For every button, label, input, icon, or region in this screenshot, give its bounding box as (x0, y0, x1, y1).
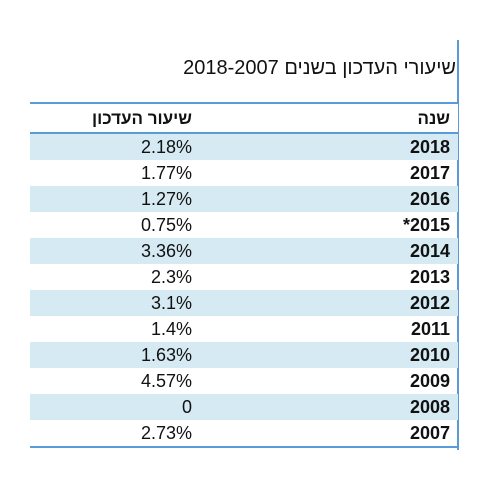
table-row: 2017 1.77% (30, 160, 458, 186)
rate-cell: 1.27% (140, 189, 192, 209)
table-row: 2010 1.63% (30, 342, 458, 368)
table-row: 2013 2.3% (30, 264, 458, 290)
rate-cell: 3.1% (150, 293, 192, 313)
table-row: 2018 2.18% (30, 134, 458, 160)
table-row: 2008 0 (30, 394, 458, 420)
year-cell: 2015* (402, 215, 450, 235)
year-cell: 2013 (409, 267, 450, 287)
rate-cell: 0 (181, 397, 192, 417)
vertical-rule (457, 40, 459, 450)
year-cell: 2008 (409, 397, 450, 417)
rate-cell: 3.36% (140, 241, 192, 261)
year-cell: 2011 (410, 319, 450, 339)
rate-cell: 2.73% (140, 423, 192, 443)
rate-cell: 1.4% (150, 319, 192, 339)
year-cell: 2018 (409, 137, 450, 157)
page-title: שיעורי העדכון בשנים 2018-2007 (183, 57, 456, 79)
header-year: שנה (417, 109, 450, 128)
year-cell: 2012 (409, 293, 450, 313)
year-cell: 2010 (409, 345, 450, 365)
rate-cell: 2.18% (140, 137, 192, 157)
year-cell: 2009 (409, 371, 450, 391)
year-cell: 2017 (409, 163, 450, 183)
rate-cell: 4.57% (140, 371, 192, 391)
table-row: 2016 1.27% (30, 186, 458, 212)
rate-cell: 1.63% (140, 345, 192, 365)
year-cell: 2014 (409, 241, 450, 261)
rate-cell: 2.3% (150, 267, 192, 287)
rate-cell: 1.77% (140, 163, 192, 183)
table-row: 2009 4.57% (30, 368, 458, 394)
header-rate: שיעור העדכון (91, 109, 192, 128)
table-row: 2012 3.1% (30, 290, 458, 316)
table-row: 2014 3.36% (30, 238, 458, 264)
table-header-row: שנה שיעור העדכון (30, 104, 458, 134)
year-cell: 2016 (409, 189, 450, 209)
table-row: 2007 2.73% (30, 420, 458, 446)
table-row: 2011 1.4% (30, 316, 458, 342)
table-row: 2015* 0.75% (30, 212, 458, 238)
year-cell: 2007 (409, 423, 450, 443)
update-rates-table: שנה שיעור העדכון 2018 2.18% 2017 1.77% 2… (30, 102, 458, 448)
rate-cell: 0.75% (140, 215, 192, 235)
